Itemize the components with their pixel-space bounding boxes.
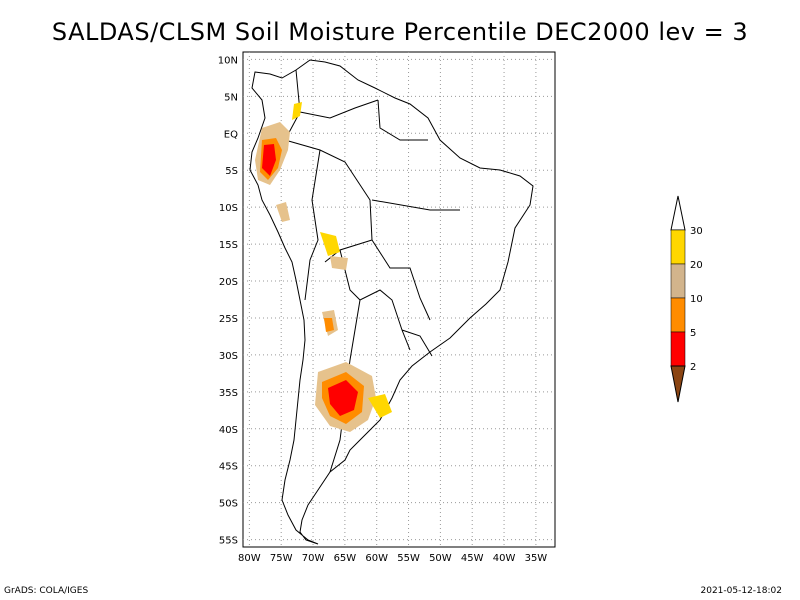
patch-nw-argentina-orange [324, 318, 334, 332]
plot-frame [242, 51, 556, 548]
lon-tick-label: 75W [270, 553, 293, 564]
grid-lines [243, 52, 555, 547]
lat-tick-label: 5S [225, 166, 238, 177]
chart-title: SALDAS/CLSM Soil Moisture Percentile DEC… [51, 18, 749, 46]
legend-swatch [670, 297, 686, 333]
lon-tick-labels: 80W 75W 70W 65W 60W 55W 50W 45W 40W 35W [238, 553, 547, 564]
lat-tick-label: 30S [219, 351, 238, 362]
legend-arrow-top [670, 195, 686, 231]
legend-label: 2 [690, 362, 696, 373]
lon-tick-label: 40W [493, 553, 516, 564]
lon-tick-label: 60W [365, 553, 388, 564]
patch-peru-tan [276, 202, 290, 222]
lat-tick-label: 10N [218, 55, 238, 66]
moisture-patches [255, 102, 392, 432]
lat-tick-label: 55S [219, 536, 238, 547]
color-legend: 30 20 10 5 2 [670, 195, 703, 403]
legend-swatch [670, 263, 686, 299]
legend-label: 10 [690, 294, 703, 305]
lon-tick-label: 45W [461, 553, 484, 564]
patch-pampas-yellow [368, 394, 392, 418]
patch-ecuador-red [262, 144, 276, 176]
lon-tick-label: 35W [525, 553, 548, 564]
patch-bolivia-yellow [320, 232, 340, 256]
lat-tick-label: 35S [219, 388, 238, 399]
lat-tick-label: 40S [219, 425, 238, 436]
legend-label: 30 [690, 226, 703, 237]
lat-tick-label: 20S [219, 277, 238, 288]
lat-tick-label: 5N [224, 92, 238, 103]
legend-swatch [670, 229, 686, 265]
lat-tick-labels: 10N 5N EQ 5S 10S 15S 20S 25S 30S 35S 40S 45S 50S 55S [218, 55, 238, 546]
lon-tick-label: 55W [397, 553, 420, 564]
lon-tick-label: 50W [429, 553, 452, 564]
lat-tick-label: 10S [219, 203, 238, 214]
lat-tick-label: 50S [219, 499, 238, 510]
patch-bolivia-tan [330, 256, 348, 270]
lat-tick-label: 15S [219, 240, 238, 251]
patch-colombia-yellow [292, 102, 302, 120]
lon-tick-label: 65W [334, 553, 357, 564]
lon-tick-label: 80W [238, 553, 261, 564]
legend-label: 20 [690, 260, 703, 271]
lat-tick-label: EQ [224, 129, 238, 140]
legend-arrow-bottom [670, 365, 686, 403]
lat-tick-label: 45S [219, 462, 238, 473]
legend-label: 5 [690, 328, 696, 339]
lon-tick-label: 70W [302, 553, 325, 564]
footer-timestamp: 2021-05-12-18:02 [700, 586, 783, 596]
continent-outline [249, 59, 534, 545]
footer-credit: GrADS: COLA/IGES [4, 586, 89, 596]
legend-swatch [670, 331, 686, 367]
lat-tick-label: 25S [219, 314, 238, 325]
patch-pampas-red [328, 380, 358, 416]
